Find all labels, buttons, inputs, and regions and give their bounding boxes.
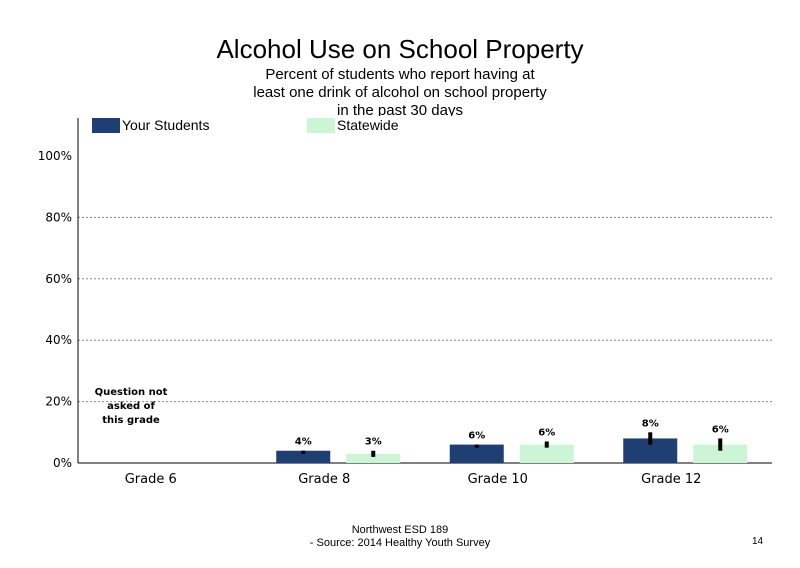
page-number: 14	[752, 536, 764, 547]
y-tick-label: 80%	[45, 210, 72, 224]
bar-statewide	[346, 453, 401, 463]
not-asked-annotation: Question not asked of this grade	[95, 387, 168, 426]
y-tick-label: 100%	[38, 149, 72, 163]
data-label: 6%	[538, 428, 555, 439]
bar-statewide	[693, 444, 748, 463]
chart-title: Alcohol Use on School Property	[216, 34, 584, 64]
footer-org: Northwest ESD 189	[351, 524, 449, 536]
x-tick-label: Grade 10	[468, 472, 528, 487]
legend-label-statewide: Statewide	[337, 117, 399, 133]
y-tick-label: 60%	[45, 272, 72, 286]
legend-label-your-students: Your Students	[122, 117, 210, 133]
data-label: 3%	[365, 437, 382, 448]
legend-swatch-statewide	[307, 118, 335, 133]
y-tick-label: 40%	[45, 333, 72, 347]
y-tick-label: 20%	[45, 395, 72, 409]
chart-subtitle: Percent of students who report having at…	[253, 66, 547, 116]
x-tick-label: Grade 8	[298, 472, 350, 487]
y-tick-label: 0%	[53, 456, 72, 470]
footer-source: - Source: 2014 Healthy Youth Survey	[309, 537, 491, 549]
legend-swatch-your-students	[92, 118, 120, 133]
data-label: 6%	[712, 424, 729, 435]
x-tick-label: Grade 6	[125, 472, 177, 487]
x-tick-label: Grade 12	[641, 472, 701, 487]
bar-your-students	[276, 450, 331, 463]
data-label: 8%	[642, 418, 659, 429]
data-label: 4%	[295, 437, 312, 448]
bar-your-students	[449, 444, 504, 463]
bar-statewide	[519, 444, 574, 463]
data-label: 6%	[468, 431, 485, 442]
